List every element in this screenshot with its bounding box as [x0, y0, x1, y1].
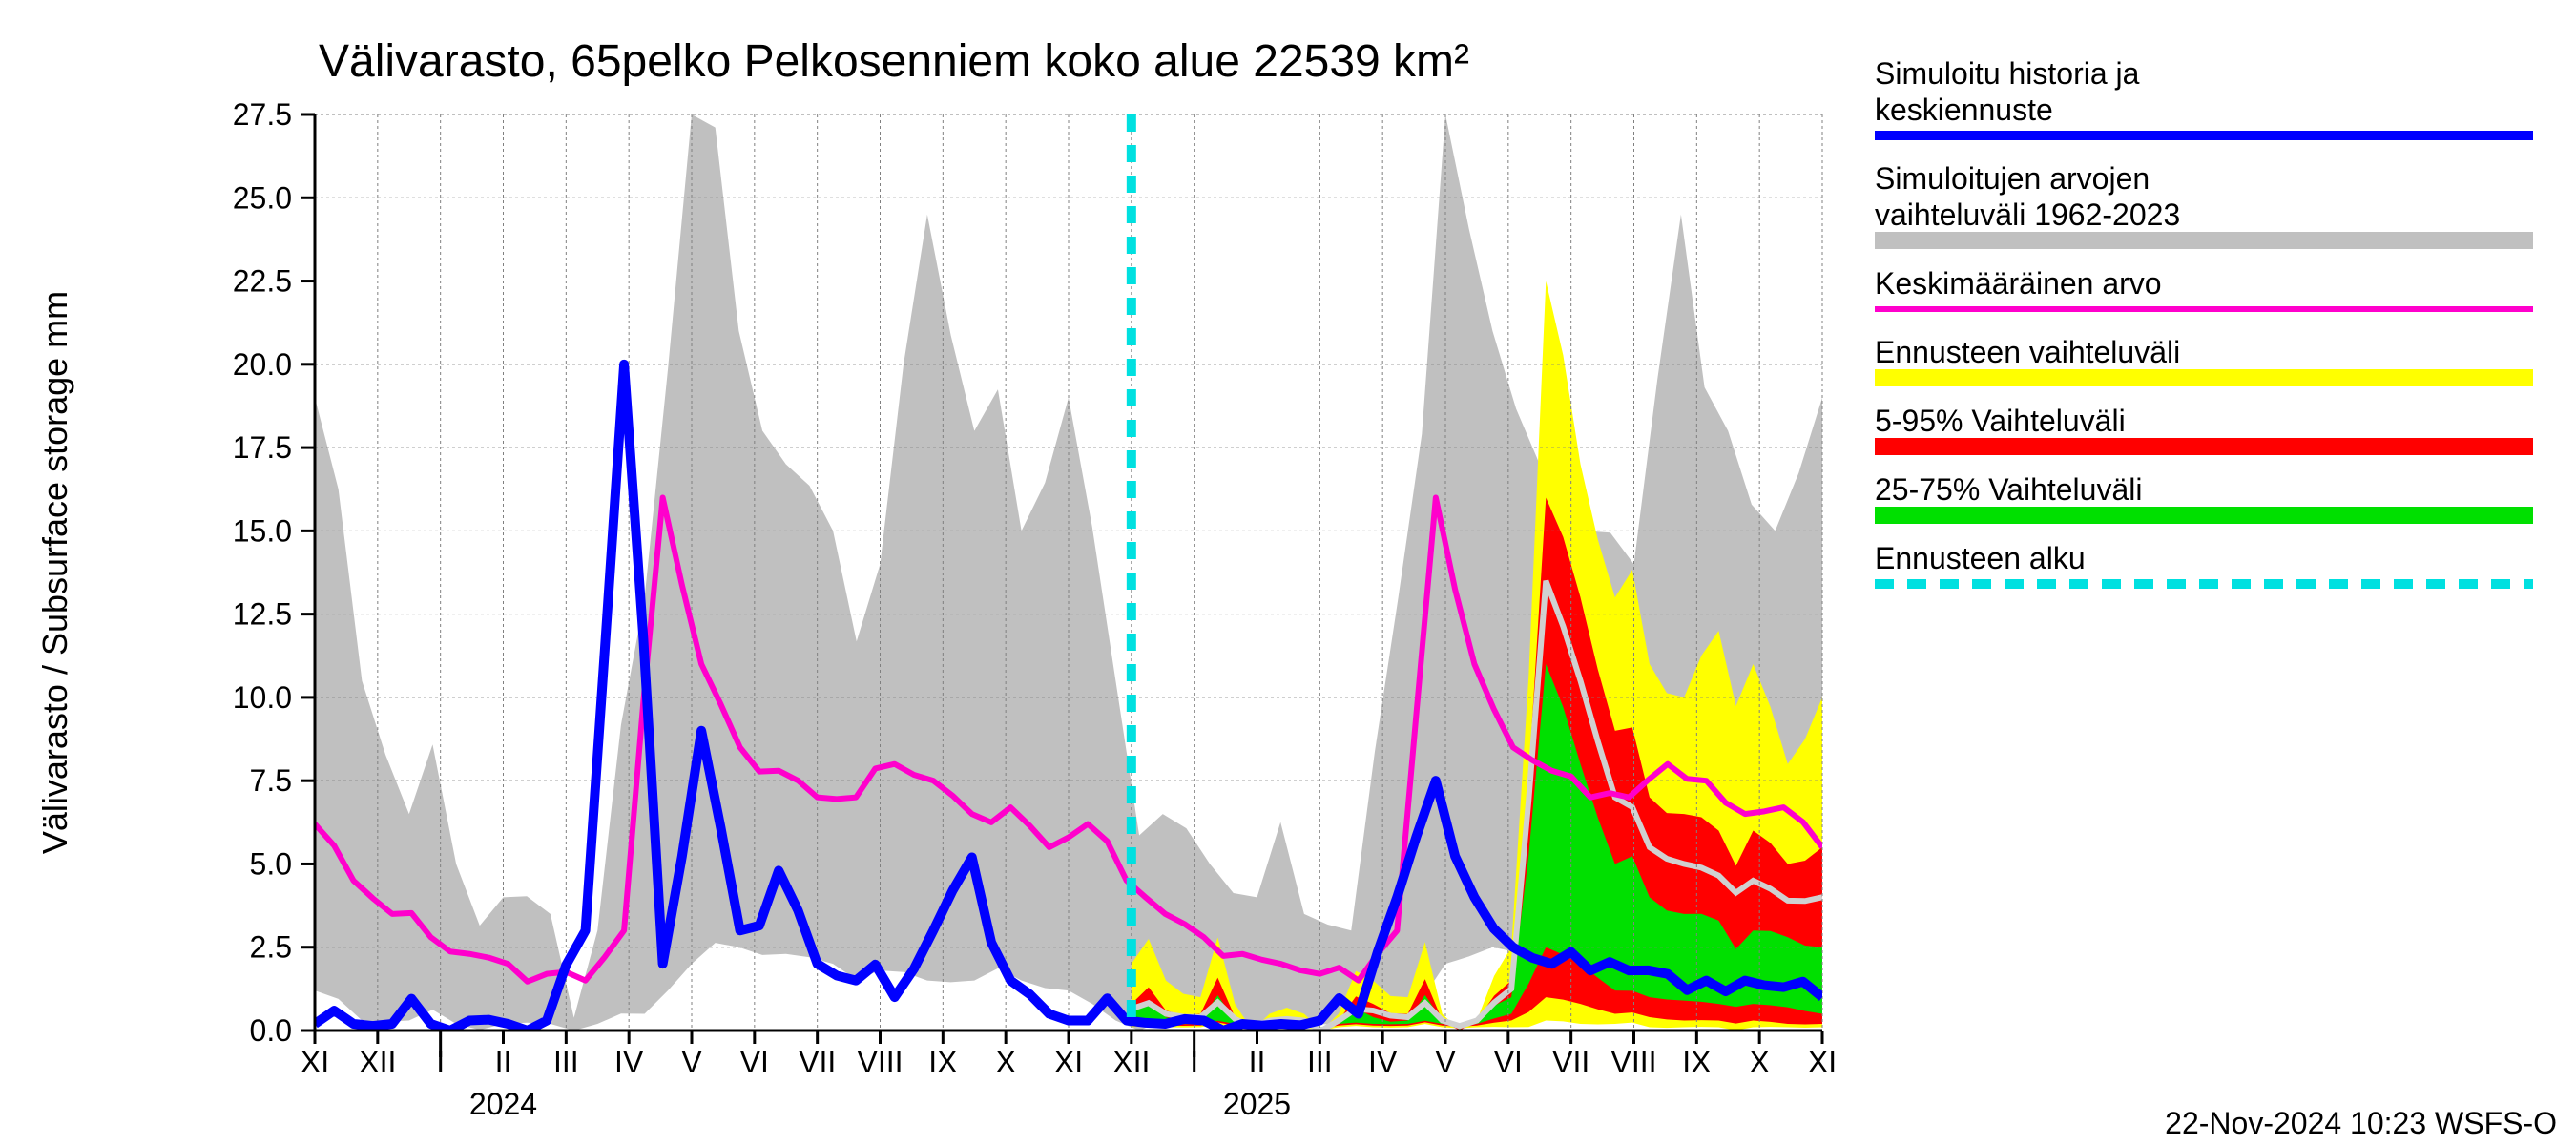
year-label: 2024	[469, 1087, 537, 1121]
y-tick-label: 12.5	[233, 597, 292, 632]
x-tick-label: IX	[928, 1045, 957, 1079]
legend-label: vaihteluväli 1962-2023	[1875, 198, 2180, 232]
legend-label: 25-75% Vaihteluväli	[1875, 472, 2142, 507]
x-tick-label: XI	[1054, 1045, 1083, 1079]
x-tick-label: III	[1307, 1045, 1333, 1079]
y-tick-label: 27.5	[233, 97, 292, 132]
chart-svg: 0.0 2.5 5.0 7.5 10.0 12.5 15.0 17.5 20.0 22.5 25.0…	[0, 0, 2576, 1145]
y-tick-label: 2.5	[250, 930, 292, 965]
chart-title: Välivarasto, 65pelko Pelkosenniem koko a…	[319, 36, 1469, 87]
legend-label: Ennusteen alku	[1875, 541, 2086, 575]
x-tick-label: XI	[301, 1045, 329, 1079]
y-tick-label: 0.0	[250, 1013, 292, 1048]
legend: Simuloitu historia jakeskiennuste Simuloi…	[1875, 56, 2533, 584]
x-tick-label: VI	[740, 1045, 769, 1079]
footer-timestamp: 22-Nov-2024 10:23 WSFS-O	[2165, 1106, 2557, 1140]
x-tick-label: IX	[1682, 1045, 1711, 1079]
x-tick-label: VII	[799, 1045, 836, 1079]
legend-label: Keskimääräinen arvo	[1875, 266, 2162, 301]
x-tick-label: II	[1249, 1045, 1266, 1079]
x-tick-label: I	[436, 1045, 445, 1079]
x-tick-label: X	[995, 1045, 1015, 1079]
legend-label: Ennusteen vaihteluväli	[1875, 335, 2180, 369]
x-tick-label: XII	[1112, 1045, 1150, 1079]
x-tick-label: XII	[359, 1045, 396, 1079]
x-tick-label: III	[553, 1045, 579, 1079]
y-tick-label: 15.0	[233, 513, 292, 548]
x-tick-label: X	[1749, 1045, 1769, 1079]
x-tick-label: VIII	[1610, 1045, 1656, 1079]
legend-label: 5-95% Vaihteluväli	[1875, 404, 2126, 438]
x-tick-label: V	[681, 1045, 702, 1079]
year-label: 2025	[1223, 1087, 1291, 1121]
y-tick-label: 25.0	[233, 180, 292, 215]
x-tick-label: II	[495, 1045, 512, 1079]
x-tick-label: XI	[1808, 1045, 1837, 1079]
y-tick-label: 5.0	[250, 846, 292, 881]
x-tick-label: VI	[1494, 1045, 1523, 1079]
x-tick-label: V	[1435, 1045, 1456, 1079]
x-tick-label: VIII	[857, 1045, 903, 1079]
y-tick-label: 10.0	[233, 680, 292, 715]
y-tick-label: 7.5	[250, 763, 292, 798]
legend-label: Simuloitu historia ja	[1875, 56, 2140, 91]
y-axis-label: Välivarasto / Subsurface storage mm	[35, 291, 74, 854]
x-tick-label: VII	[1552, 1045, 1589, 1079]
y-tick-label: 20.0	[233, 347, 292, 382]
x-tick-label: IV	[614, 1045, 644, 1079]
chart-container: 0.0 2.5 5.0 7.5 10.0 12.5 15.0 17.5 20.0 22.5 25.0…	[0, 0, 2576, 1145]
y-tick-label: 17.5	[233, 430, 292, 465]
legend-label: Simuloitujen arvojen	[1875, 161, 2150, 196]
x-tick-label: I	[1190, 1045, 1198, 1079]
x-tick-label: IV	[1368, 1045, 1398, 1079]
y-tick-label: 22.5	[233, 264, 292, 299]
legend-label: keskiennuste	[1875, 93, 2053, 127]
